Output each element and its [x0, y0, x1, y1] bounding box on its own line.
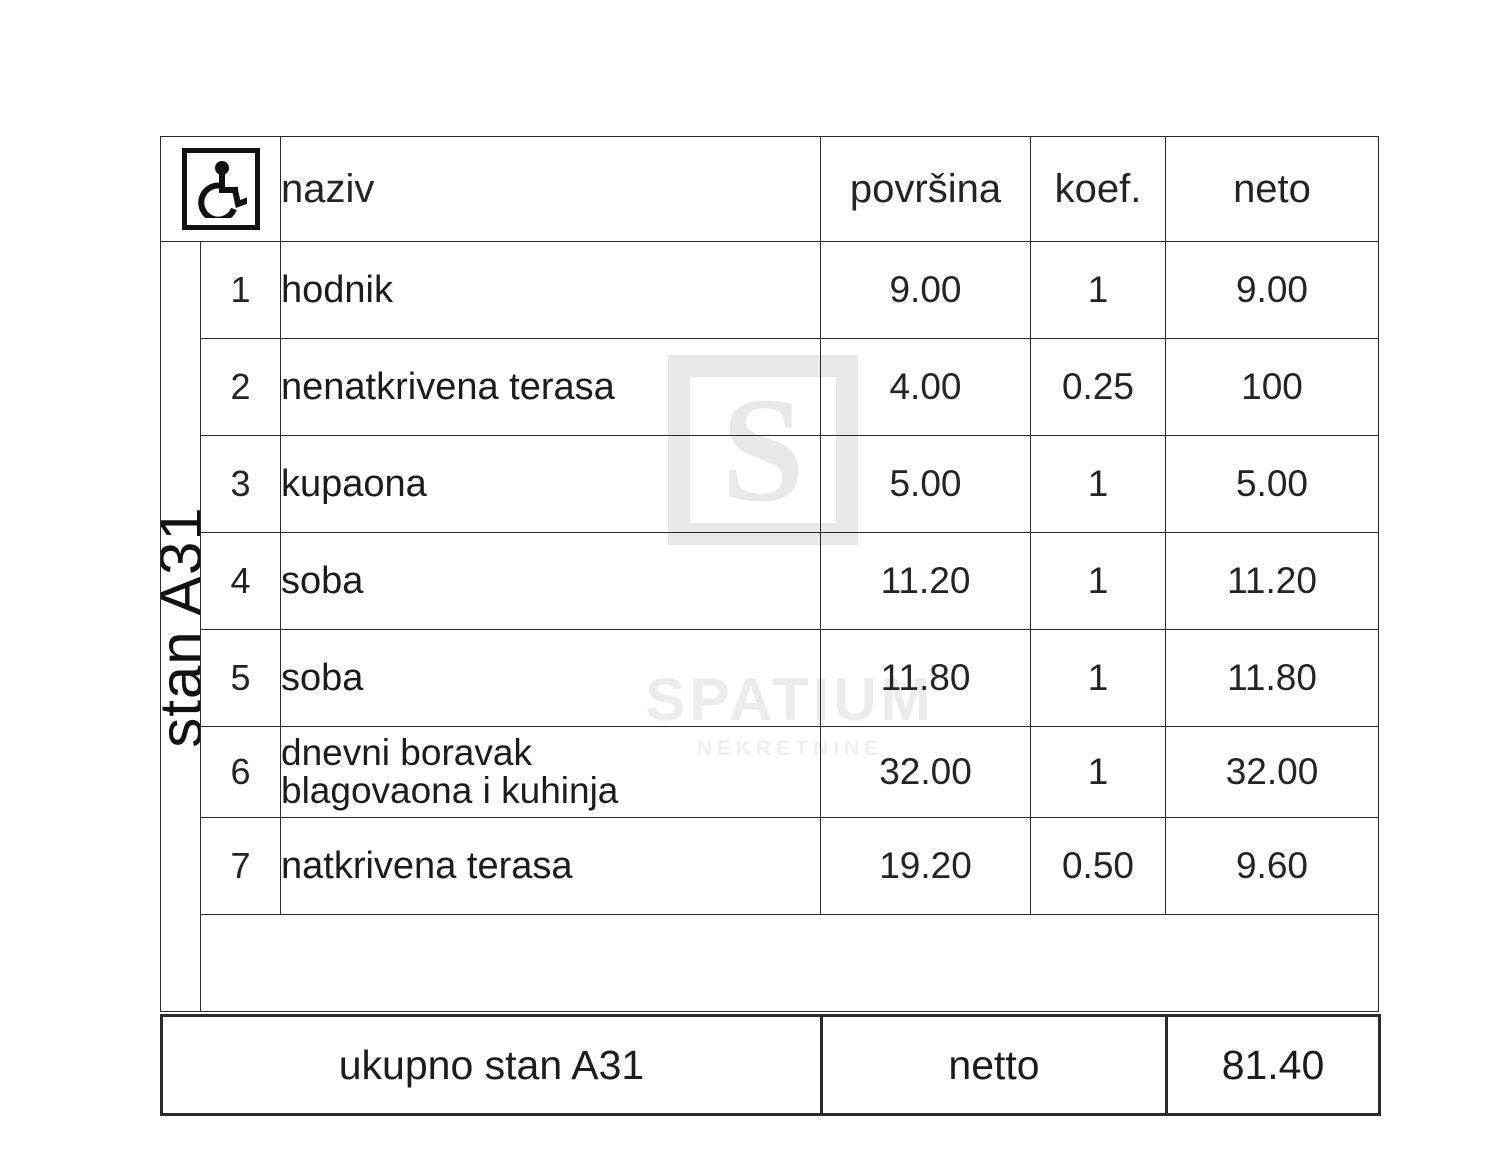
total-table: ukupno stan A31 netto 81.40 — [160, 1014, 1381, 1116]
room-name: hodnik — [280, 241, 821, 339]
room-area: 4.00 — [820, 338, 1031, 436]
room-name: soba — [280, 629, 821, 727]
room-name: soba — [280, 532, 821, 630]
room-net-area: 11.20 — [1165, 532, 1379, 630]
table-row: 6 dnevni boravak blagovaona i kuhinja 32… — [161, 726, 1379, 818]
total-row-wrap: ukupno stan A31 netto 81.40 — [160, 1014, 1381, 1116]
room-area: 11.80 — [820, 629, 1031, 727]
room-coefficient: 0.50 — [1030, 817, 1166, 915]
room-net-area: 9.60 — [1165, 817, 1379, 915]
room-area: 32.00 — [820, 726, 1031, 818]
table-row: 5 soba 11.80 1 11.80 — [161, 629, 1379, 727]
room-net-area: 5.00 — [1165, 435, 1379, 533]
row-number: 6 — [200, 726, 281, 818]
room-net-area: 11.80 — [1165, 629, 1379, 727]
room-net-area: 100 — [1165, 338, 1379, 436]
room-area: 11.20 — [820, 532, 1031, 630]
room-net-area: 9.00 — [1165, 241, 1379, 339]
total-label: ukupno stan A31 — [160, 1014, 823, 1116]
table-row: 2 nenatkrivena terasa 4.00 0.25 100 — [161, 338, 1379, 436]
header-povrsina: površina — [820, 136, 1031, 242]
table-row: 3 kupaona 5.00 1 5.00 — [161, 435, 1379, 533]
table-header-row: naziv površina koef. neto — [160, 136, 1379, 242]
header-neto: neto — [1165, 136, 1379, 242]
room-name-line1: dnevni boravak — [281, 732, 532, 774]
area-schedule-table: naziv površina koef. neto stan A31 1 hod… — [160, 136, 1379, 1012]
room-name: natkrivena terasa — [280, 817, 821, 915]
room-area: 9.00 — [820, 241, 1031, 339]
row-number: 4 — [200, 532, 281, 630]
total-value: 81.40 — [1165, 1014, 1381, 1116]
unit-vertical-label-cell: stan A31 — [160, 241, 201, 1012]
row-number: 7 — [200, 817, 281, 915]
accessibility-header-cell — [160, 136, 281, 242]
row-number: 1 — [200, 241, 281, 339]
row-number: 3 — [200, 435, 281, 533]
header-koef: koef. — [1030, 136, 1166, 242]
total-row: ukupno stan A31 netto 81.40 — [160, 1014, 1381, 1116]
wheelchair-icon — [181, 148, 260, 230]
header-naziv: naziv — [280, 136, 821, 242]
unit-label: stan A31 — [160, 505, 201, 748]
table-row: 4 soba 11.20 1 11.20 — [161, 532, 1379, 630]
room-area: 19.20 — [820, 817, 1031, 915]
room-name: nenatkrivena terasa — [280, 338, 821, 436]
row-number: 2 — [200, 338, 281, 436]
table-spacer-row — [161, 914, 1379, 1012]
table-row: stan A31 1 hodnik 9.00 1 9.00 — [160, 241, 1379, 1012]
spacer-cell — [200, 914, 1379, 1012]
total-netto-label: netto — [820, 1014, 1168, 1116]
table-row: 7 natkrivena terasa 19.20 0.50 9.60 — [161, 817, 1379, 915]
room-name: kupaona — [280, 435, 821, 533]
apartment-area-table: naziv površina koef. neto stan A31 1 hod… — [160, 136, 1379, 1012]
room-coefficient: 0.25 — [1030, 338, 1166, 436]
room-coefficient: 1 — [1030, 726, 1166, 818]
room-area: 5.00 — [820, 435, 1031, 533]
room-coefficient: 1 — [1030, 629, 1166, 727]
room-coefficient: 1 — [1030, 435, 1166, 533]
room-coefficient: 1 — [1030, 241, 1166, 339]
room-name-multiline: dnevni boravak blagovaona i kuhinja — [280, 726, 821, 818]
room-net-area: 32.00 — [1165, 726, 1379, 818]
row-number: 5 — [200, 629, 281, 727]
room-name-line2: blagovaona i kuhinja — [281, 770, 619, 811]
room-coefficient: 1 — [1030, 532, 1166, 630]
